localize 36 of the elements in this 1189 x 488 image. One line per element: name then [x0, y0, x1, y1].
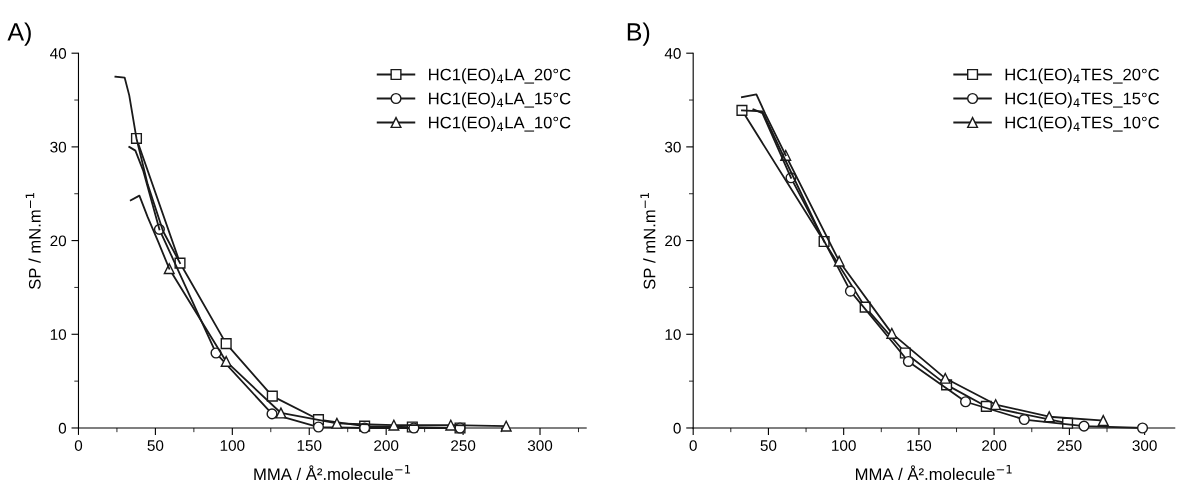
- y-tick-label: 40: [50, 48, 67, 59]
- legend-label: HC1(EO)$_{4}$LA_20°C: [429, 68, 571, 84]
- x-tick-label: 100: [220, 440, 245, 451]
- legend-label: HC1(EO)$_{4}$TES_10°C: [1005, 116, 1160, 132]
- x-axis-title: MMA / Å².molecule$^{−1}$: [254, 464, 411, 481]
- chart-title: B): [627, 22, 650, 46]
- y-tick-label: 40: [664, 48, 681, 59]
- x-tick-label: 200: [982, 440, 1007, 451]
- x-tick-label: 150: [907, 440, 932, 451]
- legend-label: HC1(EO)$_{4}$LA_15°C: [429, 92, 571, 108]
- legend-label: HC1(EO)$_{4}$TES_15°C: [1005, 92, 1160, 108]
- x-tick-label: 300: [1132, 440, 1157, 451]
- x-tick-label: 150: [297, 440, 322, 451]
- y-axis-title: SP / mN.m$^{−1}$: [640, 193, 656, 290]
- y-tick-label: 30: [50, 141, 67, 153]
- x-tick-label: 250: [1057, 440, 1082, 451]
- x-tick-label: 100: [832, 440, 856, 451]
- x-tick-label: 0: [689, 440, 697, 451]
- y-tick-label: 10: [50, 329, 67, 340]
- y-tick-label: 20: [50, 235, 67, 247]
- x-tick-label: 50: [760, 440, 777, 451]
- chart-title: A): [7, 22, 31, 46]
- y-tick-label: 0: [58, 422, 67, 434]
- legend-label: HC1(EO)$_{4}$LA_10°C: [429, 116, 571, 132]
- x-tick-label: 50: [147, 440, 164, 451]
- x-tick-label: 250: [451, 440, 476, 451]
- y-tick-label: 0: [673, 422, 681, 434]
- x-axis-title: MMA / Å².molecule$^{−1}$: [855, 464, 1012, 481]
- x-tick-label: 200: [374, 440, 399, 451]
- legend-label: HC1(EO)$_{4}$TES_20°C: [1005, 68, 1160, 84]
- x-tick-label: 300: [527, 440, 553, 451]
- y-tick-label: 30: [664, 141, 681, 153]
- y-tick-label: 20: [665, 235, 681, 247]
- y-tick-label: 10: [665, 329, 681, 340]
- x-tick-label: 0: [74, 440, 83, 451]
- y-axis-title: SP / mN.m$^{−1}$: [25, 193, 41, 290]
